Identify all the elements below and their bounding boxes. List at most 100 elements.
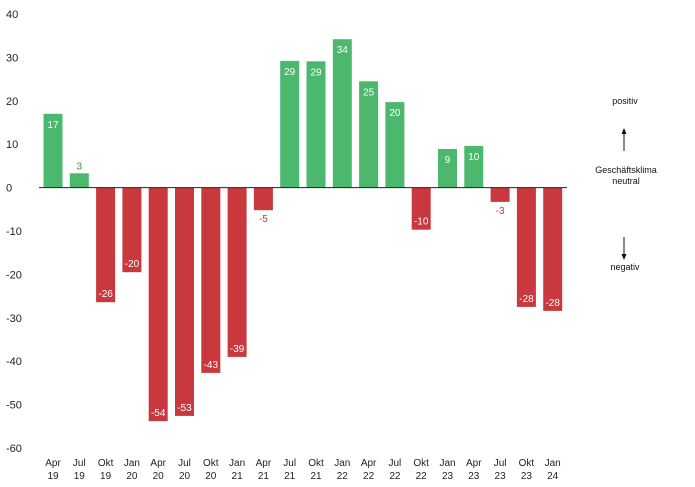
x-tick-label-month: Okt: [413, 458, 429, 469]
x-tick-label-year: 23: [521, 471, 533, 482]
x-tick-label-year: 20: [126, 471, 138, 482]
bar-value-label: 25: [363, 87, 375, 98]
bar-value-label: 29: [310, 67, 322, 78]
legend: positiv Geschäftsklima neutral negativ: [595, 96, 657, 272]
bar-value-label: -26: [98, 289, 113, 300]
y-tick-label: -60: [6, 443, 22, 455]
x-tick-label-year: 21: [284, 471, 296, 482]
x-tick-label-year: 19: [100, 471, 112, 482]
x-tick-label-month: Okt: [308, 458, 324, 469]
bar-value-label: 29: [284, 67, 296, 78]
x-tick-label-month: Apr: [466, 458, 482, 469]
y-tick-label: 40: [6, 9, 18, 21]
x-tick-label-year: 22: [416, 471, 428, 482]
arrow-up-icon: [621, 128, 627, 151]
x-tick-label-year: 21: [258, 471, 270, 482]
bar-value-label: 3: [77, 161, 83, 172]
bar-value-label: -53: [177, 403, 192, 414]
x-tick-label-year: 23: [442, 471, 454, 482]
bar-value-label: -43: [204, 360, 219, 371]
bar: [69, 173, 89, 188]
x-tick-label-month: Apr: [256, 458, 272, 469]
y-tick-label: -10: [6, 226, 22, 238]
x-tick-label-month: Okt: [519, 458, 535, 469]
bar: [227, 187, 247, 357]
y-tick-label: 30: [6, 52, 18, 64]
y-tick-label: 10: [6, 139, 18, 151]
y-tick-label: -40: [6, 356, 22, 368]
bar: [175, 187, 194, 416]
bar: [43, 113, 63, 188]
bar-labels-group: 17 3 -26 -20 -54 -53 -43 -39 -5 29 29 34 25 20 -10 9 10 -…: [47, 45, 560, 419]
bar-value-label: -54: [151, 408, 166, 419]
bar-value-label: -5: [259, 214, 268, 225]
x-tick-label-year: 21: [310, 471, 322, 482]
bar: [306, 61, 326, 188]
legend-negativ: negativ: [610, 262, 640, 272]
bar-value-label: -10: [414, 217, 429, 228]
x-tick-label-month: Jan: [545, 458, 561, 469]
bar: [359, 81, 379, 188]
x-tick-label-year: 23: [468, 471, 480, 482]
y-axis: -60 -50 -40 -30 -20 -10 0 10 20 30 40: [6, 9, 22, 455]
x-tick-label-month: Jul: [73, 458, 86, 469]
bar: [516, 187, 536, 307]
x-tick-label-year: 21: [232, 471, 244, 482]
y-tick-label: 20: [6, 96, 18, 108]
legend-geschaeftsklima: Geschäftsklima: [595, 165, 657, 175]
bar-value-label: 17: [47, 120, 59, 131]
x-tick-label-month: Apr: [361, 458, 377, 469]
x-tick-label-year: 20: [179, 471, 191, 482]
bar-value-label: -28: [545, 298, 560, 309]
x-tick-label-month: Jan: [439, 458, 455, 469]
x-tick-label-year: 20: [153, 471, 165, 482]
x-tick-label-year: 19: [74, 471, 86, 482]
legend-neutral: neutral: [612, 176, 640, 186]
bar-value-label: 10: [468, 152, 480, 163]
x-tick-label-month: Jan: [229, 458, 245, 469]
x-tick-label-year: 19: [47, 471, 59, 482]
x-tick-label-month: Jul: [283, 458, 296, 469]
x-tick-label-month: Apr: [45, 458, 61, 469]
bar-value-label: 34: [337, 45, 349, 56]
bar: [148, 187, 168, 422]
bar: [490, 187, 510, 202]
x-axis: Apr 19 Jul 19 Okt 19 Jan 20 Apr 20 Jul 20 Okt 20 Jan 21…: [45, 458, 561, 482]
bar-value-label: -3: [496, 206, 505, 217]
x-tick-label-year: 22: [363, 471, 375, 482]
arrow-down-icon: [621, 237, 627, 260]
x-tick-label-year: 24: [547, 471, 559, 482]
bar-value-label: -28: [519, 294, 534, 305]
x-tick-label-year: 20: [205, 471, 217, 482]
bar: [464, 145, 484, 188]
bar-value-label: -39: [230, 344, 245, 355]
x-tick-label-month: Okt: [203, 458, 219, 469]
x-tick-label-month: Jul: [178, 458, 191, 469]
y-tick-label: -50: [6, 400, 22, 412]
x-tick-label-month: Apr: [150, 458, 166, 469]
bar: [411, 187, 431, 230]
bar-value-label: 20: [389, 108, 401, 119]
x-tick-label-month: Okt: [98, 458, 114, 469]
y-tick-label: -30: [6, 313, 22, 325]
bar: [438, 149, 457, 188]
x-tick-label-year: 22: [337, 471, 349, 482]
x-tick-label-year: 23: [495, 471, 507, 482]
x-tick-label-year: 22: [389, 471, 401, 482]
y-tick-label: -20: [6, 269, 22, 281]
x-tick-label-month: Jan: [334, 458, 350, 469]
bar: [280, 60, 300, 188]
bar-value-label: 9: [445, 155, 451, 166]
y-tick-label: 0: [6, 183, 12, 195]
legend-positiv: positiv: [612, 96, 638, 106]
bars-group: [43, 39, 563, 422]
bar: [122, 187, 142, 273]
bar: [332, 39, 352, 188]
x-tick-label-month: Jul: [494, 458, 507, 469]
x-tick-label-month: Jul: [389, 458, 402, 469]
bar: [96, 187, 116, 303]
bar: [201, 187, 221, 373]
x-tick-label-month: Jan: [124, 458, 140, 469]
bar: [385, 102, 405, 188]
